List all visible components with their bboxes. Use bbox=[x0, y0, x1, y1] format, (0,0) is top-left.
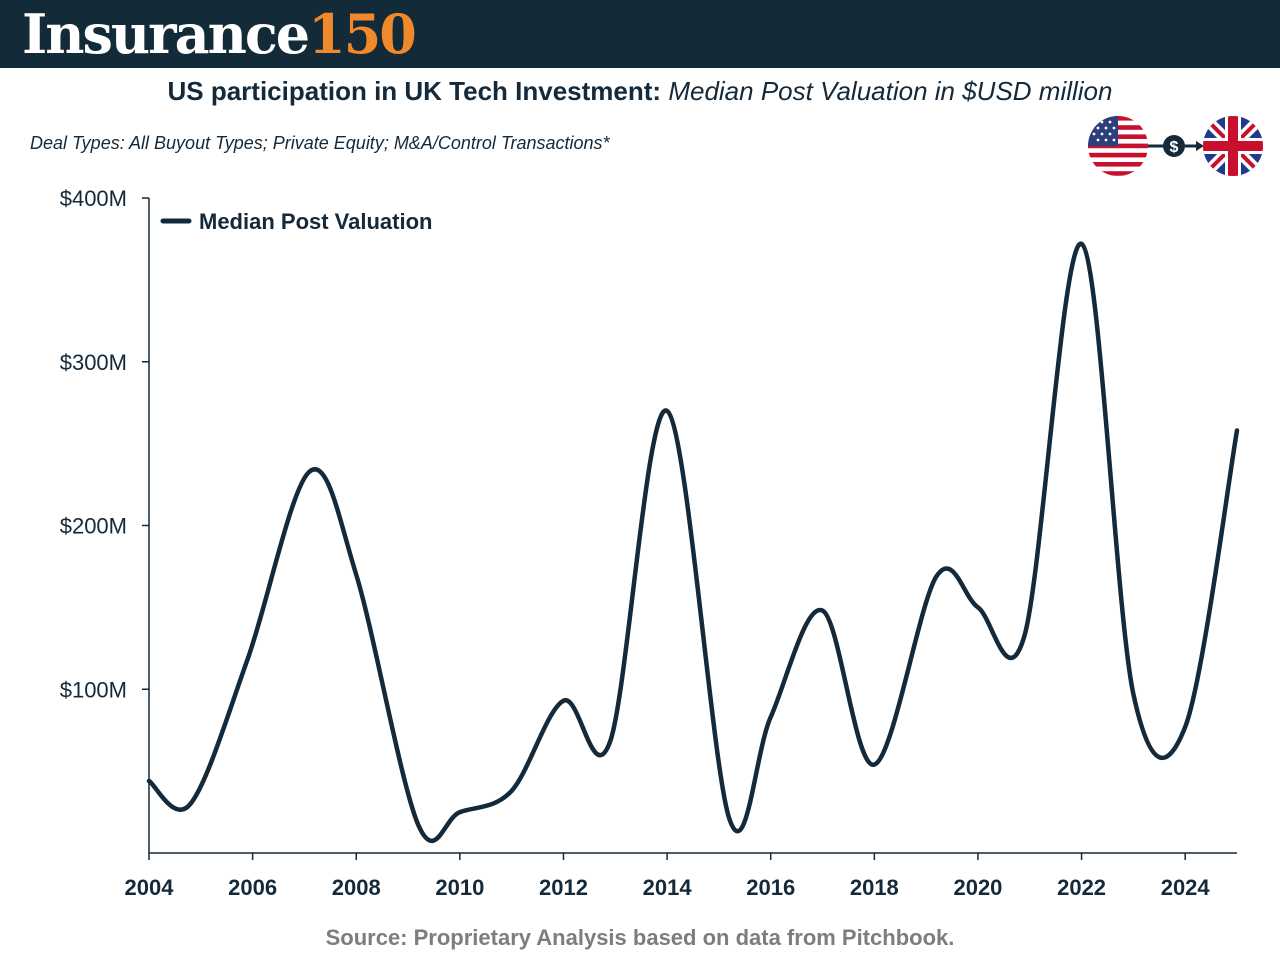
brand-word: Insurance bbox=[22, 2, 310, 66]
y-tick-label: $100M bbox=[60, 677, 127, 702]
x-axis-ticks: 2004 2006 2008 2010 2012 2014 2016 2018 2020 2022… bbox=[125, 853, 1211, 900]
dollar-symbol: $ bbox=[1170, 139, 1179, 156]
y-tick-label: $200M bbox=[60, 514, 127, 539]
x-tick-label: 2016 bbox=[746, 875, 795, 900]
header-bar: Insurance150 bbox=[0, 0, 1280, 68]
x-tick-label: 2008 bbox=[332, 875, 381, 900]
brand-number: 150 bbox=[308, 2, 417, 66]
x-tick-label: 2022 bbox=[1057, 875, 1106, 900]
dollar-icon: $ bbox=[1163, 135, 1185, 157]
series-line-median-post-valuation bbox=[146, 241, 1240, 844]
chart-title-bold: US participation in UK Tech Investment: bbox=[167, 76, 662, 106]
x-tick-label: 2024 bbox=[1161, 875, 1211, 900]
chart-title: US participation in UK Tech Investment: … bbox=[0, 76, 1280, 107]
x-tick-label: 2004 bbox=[125, 875, 175, 900]
legend-label: Median Post Valuation bbox=[199, 209, 432, 234]
x-tick-label: 2018 bbox=[850, 875, 899, 900]
source-note: Source: Proprietary Analysis based on da… bbox=[325, 925, 955, 950]
x-tick-label: 2006 bbox=[228, 875, 277, 900]
y-axis-ticks: $100M $200M $300M $400M bbox=[60, 186, 149, 702]
us-flag-icon bbox=[1088, 116, 1148, 176]
flags-graphic: $ bbox=[1088, 116, 1263, 176]
chart-legend: Median Post Valuation bbox=[160, 209, 432, 234]
x-tick-label: 2020 bbox=[953, 875, 1002, 900]
y-tick-label: $300M bbox=[60, 350, 127, 375]
brand-logo: Insurance150 bbox=[22, 2, 417, 66]
x-tick-label: 2014 bbox=[643, 875, 693, 900]
x-tick-label: 2012 bbox=[539, 875, 588, 900]
chart-subtitle: Deal Types: All Buyout Types; Private Eq… bbox=[30, 133, 610, 153]
chart-series bbox=[146, 241, 1240, 844]
chart-axes bbox=[148, 198, 1237, 854]
x-tick-label: 2010 bbox=[435, 875, 484, 900]
chart-title-italic: Median Post Valuation in $USD million bbox=[668, 76, 1113, 106]
y-tick-label: $400M bbox=[60, 186, 127, 211]
